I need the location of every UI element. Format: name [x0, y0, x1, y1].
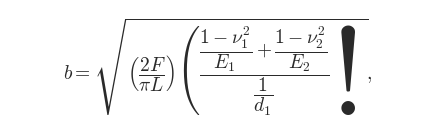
Text: $b = \sqrt{\left(\dfrac{2F}{\pi L}\right)\left(\dfrac{\dfrac{1-\nu_1^2}{E_1}+\df: $b = \sqrt{\left(\dfrac{2F}{\pi L}\right… [62, 17, 372, 118]
